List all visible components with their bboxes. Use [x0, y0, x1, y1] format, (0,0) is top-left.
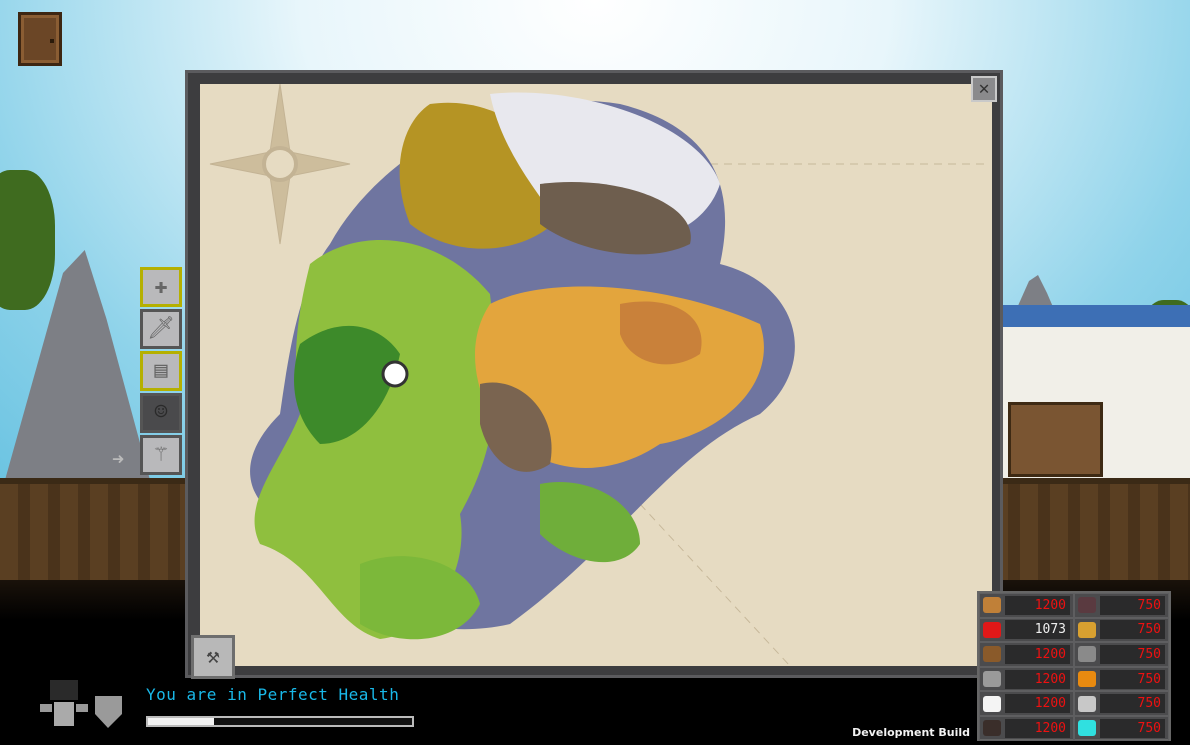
cloth-icon: [983, 695, 1001, 712]
resource-coal-ore: 750: [1074, 593, 1169, 618]
resource-coal: 1200: [979, 715, 1074, 741]
resource-leather-hide: 1200: [979, 642, 1074, 667]
hammer-icon: ⚒: [206, 644, 220, 669]
plus-icon: ✚: [154, 274, 168, 299]
resource-count: 1200: [1005, 694, 1070, 714]
coal-ore-icon: [1078, 597, 1096, 614]
health-status-text: You are in Perfect Health: [146, 685, 400, 704]
resource-copper-ingot: 750: [1074, 666, 1169, 692]
resource-count: 750: [1100, 644, 1165, 664]
biome-mountains: [540, 182, 691, 255]
combat-button[interactable]: 🗡: [140, 309, 182, 349]
silver-ingot-icon: [1078, 695, 1096, 712]
person-icon: ☺: [154, 400, 168, 425]
resource-iron-ingot: 750: [1074, 642, 1169, 667]
health-progress-bar: [146, 716, 414, 727]
book-icon: ▤: [154, 358, 168, 383]
arrow-right-icon[interactable]: ➜: [112, 447, 125, 471]
health-progress-fill: [148, 718, 214, 725]
compass-rose-icon: [209, 84, 351, 245]
player-marker-icon: [381, 360, 409, 388]
leather-hide-icon: [983, 646, 1001, 663]
development-build-label: Development Build: [852, 726, 970, 739]
resource-count: 1200: [1005, 644, 1070, 664]
resource-count: 1073: [1005, 620, 1070, 640]
staff-icon: ⚚: [154, 442, 168, 467]
iron-ingot-icon: [1078, 646, 1096, 663]
world-map: [209, 84, 990, 666]
armor-equipment[interactable]: [40, 680, 125, 730]
sword-icon: 🗡: [147, 316, 175, 341]
wood-log-icon: [983, 597, 1001, 614]
shield-icon: [95, 696, 122, 728]
apple-icon: [983, 621, 1001, 638]
biome-badlands: [620, 301, 702, 365]
barn-door: [1008, 402, 1103, 477]
house: [1003, 305, 1190, 480]
resource-gold-ingot: 750: [1074, 617, 1169, 643]
resource-count: 750: [1100, 694, 1165, 714]
resource-wood-log: 1200: [979, 593, 1074, 618]
magic-button[interactable]: ⚚: [140, 435, 182, 475]
resource-count: 750: [1100, 669, 1165, 689]
journal-button[interactable]: ▤: [140, 351, 182, 391]
resource-stone: 1200: [979, 666, 1074, 692]
resource-count: 750: [1100, 718, 1165, 738]
resource-count: 750: [1100, 595, 1165, 615]
biome-south-forest: [540, 482, 640, 563]
side-toolbar: ✚ 🗡 ▤ ☺ ⚚: [140, 267, 182, 477]
biome-forest: [294, 325, 400, 444]
biome-rocky-hills: [480, 382, 552, 472]
resource-cloth: 1200: [979, 691, 1074, 716]
resource-diamond-ingot: 750: [1074, 715, 1169, 741]
biome-south-grass: [360, 556, 480, 640]
armor-icon: [40, 680, 122, 728]
resource-count: 1200: [1005, 669, 1070, 689]
close-map-button[interactable]: ✕: [971, 76, 997, 102]
resource-apple: 1073: [979, 617, 1074, 643]
world-map-panel: ✕ ⚒: [185, 70, 1003, 679]
stone-icon: [983, 671, 1001, 688]
character-button[interactable]: ☺: [140, 393, 182, 433]
resource-count: 750: [1100, 620, 1165, 640]
exit-door-button[interactable]: [18, 12, 62, 66]
close-icon: ✕: [978, 78, 990, 99]
tree: [0, 170, 55, 310]
build-tool-button[interactable]: ⚒: [191, 635, 235, 679]
resource-count: 1200: [1005, 718, 1070, 738]
diamond-ingot-icon: [1078, 720, 1096, 737]
coal-icon: [983, 720, 1001, 737]
copper-ingot-icon: [1078, 671, 1096, 688]
map-parchment[interactable]: [200, 84, 992, 666]
build-button[interactable]: ✚: [140, 267, 182, 307]
resource-count: 1200: [1005, 595, 1070, 615]
resource-silver-ingot: 750: [1074, 691, 1169, 716]
gold-ingot-icon: [1078, 621, 1096, 638]
resource-inventory: 1200 750 1073 750 1200 750 1200 750 1200 750 1200 7…: [977, 591, 1171, 741]
